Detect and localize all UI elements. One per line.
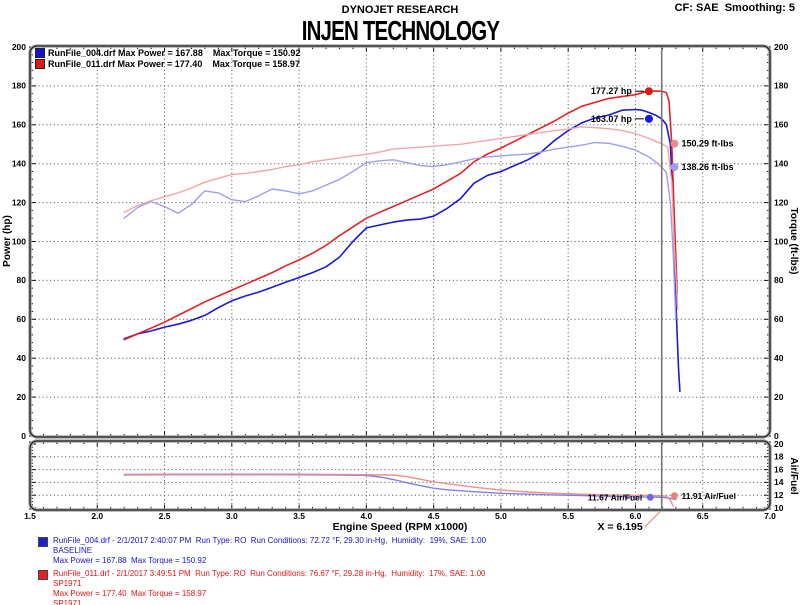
power-tick-label: 140 bbox=[12, 159, 26, 169]
power-tick-label: 0 bbox=[21, 431, 26, 441]
torque-blue-runfile004-curve bbox=[123, 141, 677, 320]
x-axis-title: Engine Speed (RPM x1000) bbox=[333, 521, 468, 533]
legend-row-sp1971: RunFile_011.drf Max Power = 177.40 Max T… bbox=[35, 59, 300, 69]
power-red-runfile011-curve bbox=[123, 90, 678, 341]
power-tick-label: 120 bbox=[12, 197, 26, 207]
rpm-tick-label: 1.5 bbox=[24, 511, 36, 521]
torque-tick-label: 200 bbox=[774, 42, 788, 52]
airfuel-tick-label: 16 bbox=[774, 464, 784, 474]
annotation-label: 150.29 ft-lbs bbox=[681, 139, 733, 149]
torque-tick-label: 100 bbox=[774, 236, 788, 246]
power-axis-title: Power (hp) bbox=[2, 215, 13, 267]
curves-layer bbox=[123, 90, 681, 507]
run-max-line: Max Power = 167.88 Max Torque = 150.92 bbox=[53, 556, 207, 565]
torque-tick-label: 60 bbox=[774, 314, 784, 324]
torque-axis-title: Torque (ft-lbs) bbox=[788, 207, 799, 274]
annotation-label: 177.27 hp bbox=[591, 86, 633, 96]
power-tick-label: 180 bbox=[12, 81, 26, 91]
ticks-layer bbox=[28, 44, 772, 512]
run-max-line: Max Power = 177.40 Max Torque = 158.97 bbox=[53, 589, 207, 598]
rpm-tick-label: 6.5 bbox=[697, 511, 709, 521]
cursor-x-readout: X = 6.195 bbox=[597, 521, 642, 533]
annotation-dot bbox=[670, 139, 679, 148]
torque-tick-label: 0 bbox=[774, 431, 779, 441]
torque-red-runfile011-curve bbox=[123, 126, 679, 311]
sub-plot-frame bbox=[29, 440, 771, 511]
run-swatch-blue bbox=[38, 537, 48, 547]
cursor[interactable]: X = 6.195 bbox=[597, 47, 663, 533]
run-conditions-line: RunFile_011.drf - 2/1/2017 3:49:51 PM Ru… bbox=[53, 569, 486, 578]
rpm-tick-label: 3.0 bbox=[226, 511, 238, 521]
legend-label: RunFile_004.drf Max Power = 167.88 Max T… bbox=[48, 48, 301, 58]
report-header: DYNOJET RESEARCH bbox=[341, 4, 459, 16]
torque-tick-label: 40 bbox=[774, 353, 784, 363]
legend-label: RunFile_011.drf Max Power = 177.40 Max T… bbox=[48, 59, 300, 69]
rpm-tick-label: 6.0 bbox=[630, 511, 642, 521]
rpm-tick-label: 2.5 bbox=[159, 511, 171, 521]
power-tick-label: 160 bbox=[12, 120, 26, 130]
run-label-line: BASELINE bbox=[53, 546, 93, 555]
annotation-dot bbox=[670, 492, 678, 500]
power-tick-label: 20 bbox=[17, 392, 27, 402]
power-tick-label: 60 bbox=[17, 314, 27, 324]
legend-swatch-blue bbox=[35, 48, 45, 58]
rpm-tick-label: 7.0 bbox=[764, 511, 776, 521]
run-conditions-line: RunFile_004.drf - 2/1/2017 2:40:07 PM Ru… bbox=[53, 536, 487, 545]
rpm-tick-label: 4.5 bbox=[428, 511, 440, 521]
airfuel-axis-title: Air/Fuel bbox=[788, 457, 799, 494]
power-tick-label: 40 bbox=[17, 353, 27, 363]
power-tick-label: 200 bbox=[12, 42, 26, 52]
annotation-label: 138.26 ft-lbs bbox=[681, 162, 733, 172]
annotation-label: 163.07 hp bbox=[591, 114, 633, 124]
annotation-dot bbox=[644, 114, 653, 123]
rpm-tick-label: 3.5 bbox=[293, 511, 305, 521]
annotations-layer: 177.27 hp 163.07 hp 150.29 ft-lbs 138.26 ft… bbox=[588, 86, 736, 502]
torque-tick-label: 120 bbox=[774, 197, 788, 207]
cursor-leader-line bbox=[644, 509, 663, 528]
page-title: INJEN TECHNOLOGY bbox=[301, 15, 499, 47]
legend-swatch-red bbox=[35, 59, 45, 69]
torque-tick-label: 140 bbox=[774, 159, 788, 169]
torque-tick-label: 80 bbox=[774, 275, 784, 285]
run-swatch-red bbox=[38, 570, 48, 580]
annotation-label: 11.91 Air/Fuel bbox=[681, 491, 736, 501]
torque-tick-label: 180 bbox=[774, 81, 788, 91]
annotation-dot bbox=[646, 493, 654, 501]
run-label-line: SP1971 bbox=[53, 599, 82, 605]
correction-smoothing-info: CF: SAE Smoothing: 5 bbox=[674, 2, 795, 14]
legend-row-baseline: RunFile_004.drf Max Power = 167.88 Max T… bbox=[35, 48, 300, 58]
airfuel-tick-label: 14 bbox=[774, 477, 784, 487]
legend: RunFile_004.drf Max Power = 167.88 Max T… bbox=[35, 48, 300, 70]
airfuel-tick-label: 20 bbox=[774, 439, 784, 449]
annotation-dot bbox=[644, 87, 653, 96]
torque-tick-label: 160 bbox=[774, 120, 788, 130]
power-blue-runfile004-curve bbox=[123, 108, 681, 393]
power-tick-label: 80 bbox=[17, 275, 27, 285]
run-info-baseline: RunFile_004.drf - 2/1/2017 2:40:07 PM Ru… bbox=[38, 536, 486, 566]
run-info-footer: RunFile_004.drf - 2/1/2017 2:40:07 PM Ru… bbox=[38, 536, 486, 605]
run-info-sp1971: RunFile_011.drf - 2/1/2017 3:49:51 PM Ru… bbox=[38, 569, 486, 605]
main-plot-frame bbox=[29, 45, 771, 438]
rpm-tick-label: 4.0 bbox=[360, 511, 372, 521]
rpm-tick-label: 5.5 bbox=[562, 511, 574, 521]
airfuel-tick-label: 10 bbox=[774, 503, 784, 513]
annotation-label: 11.67 Air/Fuel bbox=[588, 492, 643, 502]
power-tick-label: 100 bbox=[12, 236, 26, 246]
rpm-tick-label: 5.0 bbox=[495, 511, 507, 521]
annotation-dot bbox=[670, 163, 679, 172]
torque-tick-label: 20 bbox=[774, 392, 784, 402]
rpm-tick-label: 2.0 bbox=[91, 511, 103, 521]
airfuel-tick-label: 18 bbox=[774, 452, 784, 462]
airfuel-tick-label: 12 bbox=[774, 490, 784, 500]
grid-layer bbox=[31, 47, 769, 509]
run-label-line: SP1971 bbox=[53, 579, 82, 588]
